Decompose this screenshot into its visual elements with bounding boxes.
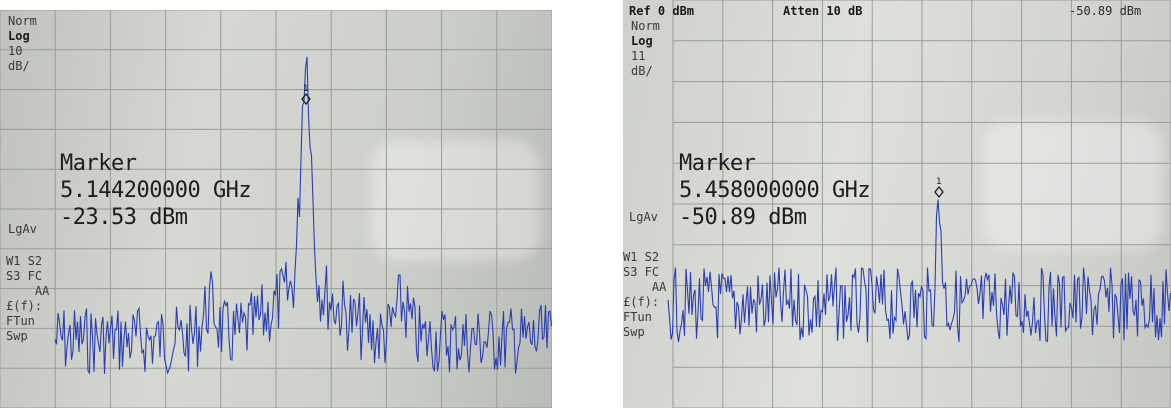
marker-diamond: [301, 92, 311, 106]
left-marker-readout: Marker 5.144200000 GHz -23.53 dBm: [60, 150, 252, 231]
status-line: Swp: [623, 325, 645, 339]
spectrum-trace: [667, 199, 1171, 343]
left-status-panel: W1 S2 S3 FC AA £(f): FTun Swp: [6, 254, 49, 344]
avg-label: LgAv: [629, 210, 658, 224]
top-marker-reading: -50.89 dBm: [1069, 4, 1142, 18]
status-line: S3 FC: [623, 265, 660, 279]
status-line: AA: [623, 280, 667, 294]
marker-frequency: 5.144200000 GHz: [60, 178, 252, 203]
marker-title: Marker: [679, 151, 756, 176]
left-spectrum-plot: 1: [0, 10, 552, 408]
marker-title: Marker: [60, 151, 137, 176]
right-marker-readout: Marker 5.458000000 GHz -50.89 dBm: [679, 150, 871, 231]
spectrum-trace: [54, 56, 552, 375]
scale-type: Log: [8, 29, 30, 43]
scale-div: 10: [8, 44, 23, 58]
marker-frequency: 5.458000000 GHz: [679, 178, 871, 203]
marker-level: -50.89 dBm: [679, 205, 807, 230]
marker-number: 1: [303, 84, 309, 94]
left-analyzer-screen: 1 Norm Log 10 dB/ LgAv W1 S2 S3 FC AA £(…: [0, 10, 552, 408]
marker-level: -23.53 dBm: [60, 205, 188, 230]
right-status-panel: W1 S2 S3 FC AA £(f): FTun Swp: [623, 250, 666, 340]
reference-level: Ref 0 dBm: [629, 4, 695, 18]
screen-glare: [370, 140, 540, 260]
scale-unit: dB/: [631, 64, 653, 78]
scale-mode: Norm: [631, 19, 660, 33]
status-line: FTun: [623, 310, 652, 324]
left-scale-panel: Norm Log 10 dB/: [8, 14, 37, 74]
right-spectrum-plot: 1: [667, 0, 1171, 408]
status-line: £(f):: [623, 295, 660, 309]
avg-label: LgAv: [8, 222, 37, 236]
status-line: FTun: [6, 314, 35, 328]
marker-diamond: [934, 185, 944, 199]
status-line: W1 S2: [623, 250, 660, 264]
status-line: W1 S2: [6, 254, 43, 268]
right-analyzer-screen: 1 Ref 0 dBm Atten 10 dB -50.89 dBm Norm …: [623, 0, 1171, 408]
scale-unit: dB/: [8, 59, 30, 73]
scale-type: Log: [631, 34, 653, 48]
marker-number: 1: [936, 177, 942, 187]
scale-div: 11: [631, 49, 646, 63]
status-line: AA: [6, 284, 50, 298]
scale-mode: Norm: [8, 14, 37, 28]
status-line: S3 FC: [6, 269, 43, 283]
attenuation: Atten 10 dB: [783, 4, 863, 18]
right-scale-panel: Norm Log 11 dB/: [631, 19, 660, 79]
screen-glare: [983, 120, 1163, 250]
status-line: £(f):: [6, 299, 43, 313]
status-line: Swp: [6, 329, 28, 343]
